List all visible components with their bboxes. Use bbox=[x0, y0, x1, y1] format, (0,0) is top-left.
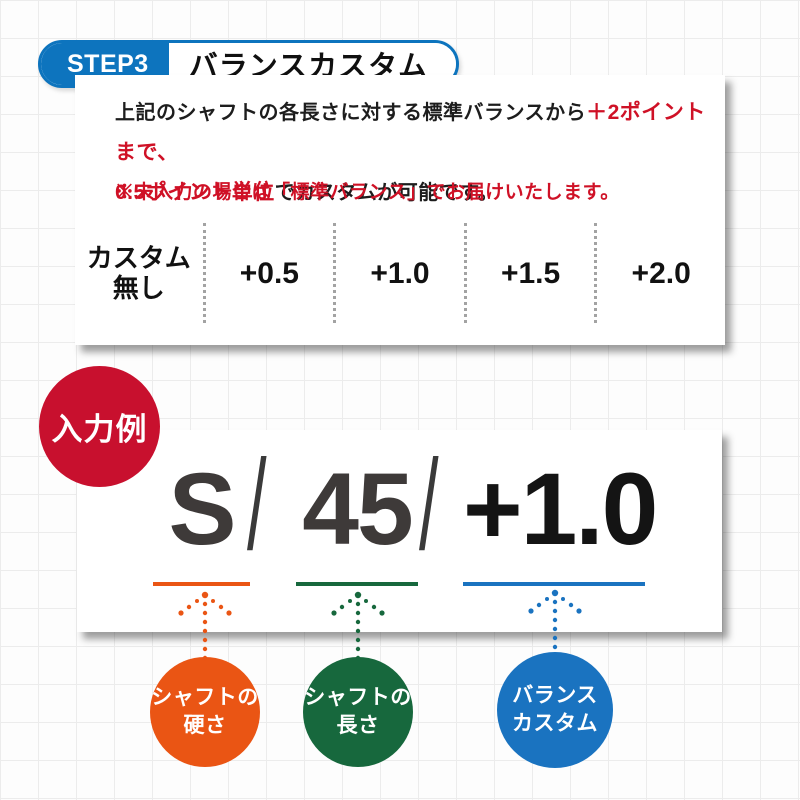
shaft-flex-circle: シャフトの 硬さ bbox=[150, 657, 260, 767]
dotted-up-arrow-icon bbox=[178, 591, 232, 661]
option-plus-2-0: +2.0 bbox=[594, 223, 725, 323]
option-plus-1-5: +1.5 bbox=[463, 223, 595, 323]
intro-line1-black: 上記のシャフトの各長さに対する標準バランスから bbox=[115, 102, 587, 124]
intro-text: 上記のシャフトの各長さに対する標準バランスから＋2ポイントまで、 0.5ポイント… bbox=[115, 93, 725, 213]
info-card: 上記のシャフトの各長さに対する標準バランスから＋2ポイントまで、 0.5ポイント… bbox=[75, 75, 725, 345]
example-segment-length: 45 bbox=[296, 440, 418, 586]
dotted-up-arrow-icon bbox=[331, 591, 385, 661]
circle-label-line: シャフトの bbox=[304, 686, 412, 709]
flex-underline bbox=[153, 582, 250, 586]
option-no-custom: カスタム 無し bbox=[86, 243, 191, 303]
circle-label-line: 長さ bbox=[336, 714, 380, 737]
circle-label-line: カスタム bbox=[512, 712, 598, 735]
shaft-length-value: 45 bbox=[302, 452, 413, 566]
slash-separator: / bbox=[419, 434, 439, 577]
intro-line2-black: でカスタムが可能です。 bbox=[274, 182, 499, 204]
option-plus-1-0: +1.0 bbox=[333, 223, 464, 323]
shaft-length-circle: シャフトの 長さ bbox=[303, 657, 413, 767]
example-card: S / 45 / +1.0 bbox=[77, 430, 722, 632]
balance-note: ※未入力の場合は「標準バランス」でお届けいたします。 bbox=[115, 182, 620, 203]
options-row: カスタム 無し +0.5 +1.0 +1.5 +2.0 bbox=[75, 223, 725, 323]
circle-label-line: 硬さ bbox=[183, 714, 227, 737]
balance-custom-circle: バランス カスタム bbox=[497, 652, 613, 768]
circle-label-line: シャフトの bbox=[151, 686, 259, 709]
balance-underline bbox=[463, 582, 645, 586]
shaft-flex-value: S bbox=[168, 452, 236, 566]
intro-line1-red: ＋2ポイントまで、 bbox=[115, 101, 706, 164]
option-plus-0-5: +0.5 bbox=[202, 223, 334, 323]
circle-label-line: バランス bbox=[512, 684, 598, 707]
slash-separator: / bbox=[247, 434, 267, 577]
example-segment-balance: +1.0 bbox=[463, 440, 658, 586]
input-example-badge: 入力例 bbox=[39, 366, 160, 487]
dotted-up-arrow-icon bbox=[528, 589, 582, 659]
balance-value: +1.0 bbox=[463, 452, 658, 566]
length-underline bbox=[296, 582, 418, 586]
intro-line2-red: 0.5ポイント単位 bbox=[115, 181, 275, 204]
example-segment-flex: S bbox=[153, 440, 250, 586]
